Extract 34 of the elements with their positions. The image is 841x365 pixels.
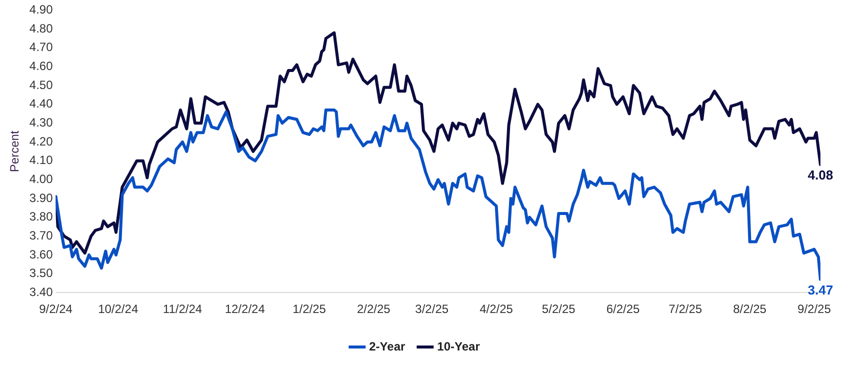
x-tick-label: 3/2/25 <box>415 302 449 316</box>
legend-label: 10-Year <box>437 339 480 354</box>
x-tick-label: 5/2/25 <box>542 302 576 316</box>
x-tick-label: 4/2/25 <box>480 302 514 316</box>
x-tick-label: 1/2/25 <box>292 302 326 316</box>
y-tick-label: 4.80 <box>29 21 54 36</box>
x-tick-label: 9/2/24 <box>39 302 73 316</box>
y-tick-label: 4.30 <box>29 115 54 130</box>
y-tick-label: 4.10 <box>29 153 54 168</box>
y-tick-label: 4.70 <box>29 40 54 54</box>
x-tick-label: 6/2/25 <box>606 302 640 316</box>
y-tick-label: 3.40 <box>29 284 54 299</box>
y-tick-label: 4.90 <box>29 2 54 17</box>
y-tick-label: 4.60 <box>29 58 54 73</box>
y-tick-label: 4.50 <box>29 78 54 92</box>
y-tick-label: 4.20 <box>29 134 54 148</box>
y-tick-label: 3.70 <box>29 228 54 242</box>
annotation: 3.47 <box>808 282 834 298</box>
y-tick-label: 3.60 <box>29 247 54 262</box>
y-tick-label: 3.50 <box>29 266 54 280</box>
x-tick-label: 9/2/25 <box>798 302 832 316</box>
x-tick-label: 12/2/24 <box>224 302 266 316</box>
x-tick-label: 2/2/25 <box>356 302 391 316</box>
x-tick-label: 8/2/25 <box>733 302 767 316</box>
y-axis-title: Percent <box>8 130 22 172</box>
legend-label: 2-Year <box>369 339 406 354</box>
y-tick-label: 3.80 <box>29 210 54 224</box>
y-tick-label: 4.00 <box>29 172 54 186</box>
x-tick-label: 11/2/24 <box>162 302 202 316</box>
y-tick-label: 4.40 <box>29 96 54 111</box>
x-tick-label: 10/2/24 <box>98 302 138 316</box>
annotation: 4.08 <box>808 168 834 183</box>
x-tick-label: 7/2/25 <box>668 302 702 316</box>
y-tick-label: 3.90 <box>29 190 54 205</box>
